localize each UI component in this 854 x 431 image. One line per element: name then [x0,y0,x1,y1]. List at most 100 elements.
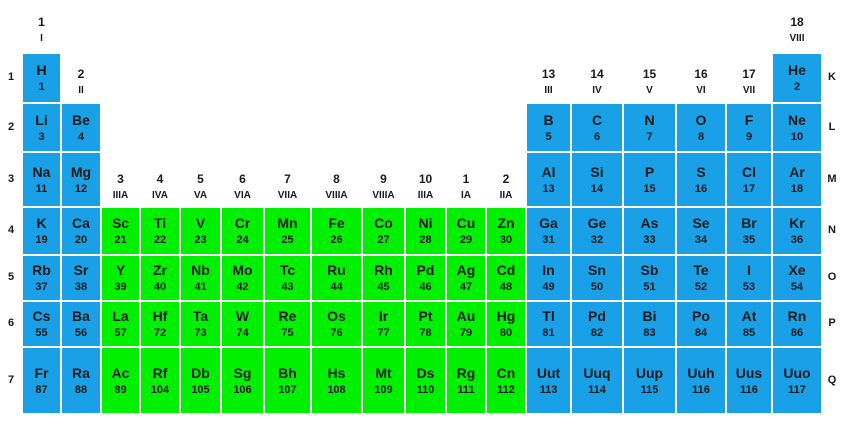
atomic-number: 107 [278,383,297,396]
element-symbol: Ar [789,163,805,180]
element-cell-se: Se 34 [676,207,726,255]
element-symbol: Zn [497,215,515,231]
group-number: 18 [790,15,804,29]
element-symbol: Sc [111,215,130,231]
element-cell-ge: Ge 32 [571,207,623,255]
element-symbol: W [235,308,250,324]
group-label-3: 3 IIIA [101,167,140,207]
group-label-11: 1 IA [446,167,486,207]
atomic-number: 85 [742,327,756,339]
atomic-number: 3 [38,130,45,143]
atomic-number: 79 [459,327,473,339]
element-symbol: Tc [279,262,296,278]
element-cell-rn: Rn 86 [772,301,822,347]
element-cell-ir: Ir 77 [362,301,405,347]
group-number: 2 [502,172,510,186]
group-roman: VIIIA [372,190,395,201]
atomic-number: 73 [194,327,207,339]
element-symbol: Si [590,163,604,180]
group-roman: VII [742,85,756,96]
atomic-number: 40 [153,281,167,293]
atomic-number: 55 [35,327,48,339]
element-symbol: Ru [327,262,346,278]
atomic-number: 78 [419,327,432,339]
element-cell-v: V 23 [180,207,221,255]
element-symbol: Fe [328,215,345,231]
group-label-2: 2 II [61,62,101,102]
element-symbol: Hf [152,308,168,324]
element-symbol: Uus [735,364,763,381]
group-label-14: 14 IV [571,62,623,102]
group-number: 1 [462,172,470,186]
atomic-number: 42 [236,281,249,293]
shell-letter-q: Q [827,373,837,386]
atomic-number: 8 [697,130,705,143]
element-cell-fr: Fr 87 [22,347,61,414]
element-cell-xe: Xe 54 [772,255,822,301]
group-roman: IIIA [112,190,129,201]
atomic-number: 34 [694,234,708,246]
element-cell-re: Re 75 [264,301,311,347]
element-symbol: I [747,262,751,278]
element-cell-uup: Uup 115 [623,347,676,414]
element-symbol: Mg [70,163,92,180]
atomic-number: 24 [236,234,249,246]
atomic-number: 14 [590,182,604,195]
element-cell-cu: Cu 29 [446,207,486,255]
atomic-number: 21 [114,234,127,246]
element-symbol: Pt [418,308,433,324]
element-cell-ra: Ra 88 [61,347,101,414]
element-cell-mg: Mg 12 [61,152,101,207]
shell-letter-n: N [828,224,836,236]
element-cell-ag: Ag 47 [446,255,486,301]
element-cell-si: Si 14 [571,152,623,207]
atomic-number: 113 [539,383,558,396]
element-symbol: Bi [642,308,657,324]
atomic-number: 76 [330,327,343,339]
element-cell-mo: Mo 42 [221,255,264,301]
element-cell-rf: Rf 104 [140,347,180,414]
element-symbol: Uuq [583,364,611,381]
element-cell-pd: Pd 46 [405,255,446,301]
atomic-number: 41 [194,281,207,293]
group-label-12: 2 IIA [486,167,526,207]
element-cell-nb: Nb 41 [180,255,221,301]
element-cell-te: Te 52 [676,255,726,301]
atomic-number: 18 [790,182,804,195]
element-cell-rh: Rh 45 [362,255,405,301]
element-cell-bh: Bh 107 [264,347,311,414]
element-symbol: Pd [588,308,606,324]
element-symbol: Ir [378,308,389,324]
element-symbol: F [744,111,754,128]
element-cell-ta: Ta 73 [180,301,221,347]
group-label-4: 4 IVA [140,167,180,207]
atomic-number: 81 [542,327,555,339]
element-cell-ar: Ar 18 [772,152,822,207]
element-symbol: Cs [32,308,51,324]
atomic-number: 1 [38,81,45,93]
element-symbol: Uuh [687,364,715,381]
group-roman: III [544,85,553,96]
element-cell-ni: Ni 28 [405,207,446,255]
element-cell-ba: Ba 56 [61,301,101,347]
atomic-number: 27 [377,234,390,246]
element-cell-ti: Ti 22 [140,207,180,255]
element-cell-os: Os 76 [311,301,362,347]
element-symbol: Sn [588,262,606,278]
period-number-7: 7 [7,373,15,386]
atomic-number: 22 [153,234,167,246]
atomic-number: 88 [74,383,88,396]
atomic-number: 56 [74,327,88,339]
element-cell-uuq: Uuq 114 [571,347,623,414]
element-symbol: Ga [539,215,558,231]
element-cell-la: La 57 [101,301,140,347]
element-symbol: Ag [456,262,476,278]
element-symbol: Sr [73,262,89,278]
atomic-number: 83 [643,327,656,339]
element-symbol: K [36,215,47,231]
element-cell-hs: Hs 108 [311,347,362,414]
element-symbol: Li [35,111,48,128]
atomic-number: 89 [114,383,127,396]
group-number: 17 [742,67,756,81]
